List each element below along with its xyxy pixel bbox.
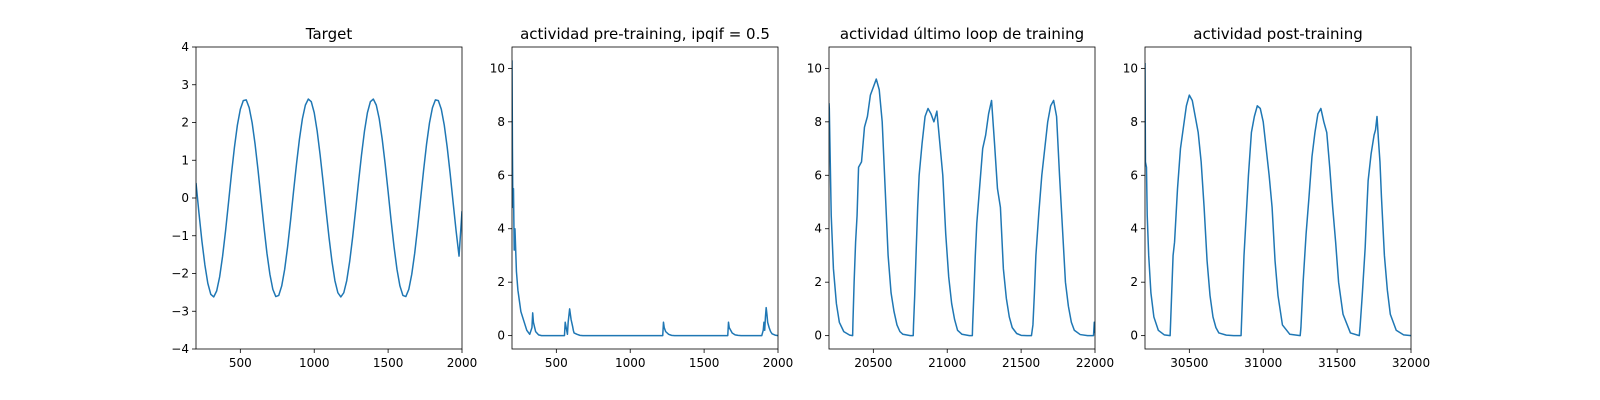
y-tick-label: 0 [1130, 329, 1138, 343]
axes-frame [828, 46, 1096, 350]
y-tick-label: 2 [497, 275, 505, 289]
x-tick-label: 22000 [1076, 356, 1114, 370]
series-line [196, 98, 462, 298]
x-tick-label: 20500 [854, 356, 892, 370]
x-tick-label: 21500 [1002, 356, 1040, 370]
y-tick-label: 4 [497, 222, 505, 236]
chart-title: actividad pre-training, ipqif = 0.5 [520, 25, 770, 43]
y-tick-label: 0 [814, 329, 822, 343]
y-tick-label: 10 [807, 61, 822, 75]
panel-pre-training: actividad pre-training, ipqif = 0.5 500 1… [490, 25, 794, 370]
y-tick-label: −3 [171, 304, 189, 318]
y-tick-label: 4 [814, 222, 822, 236]
chart-title: Target [305, 25, 353, 43]
x-tick-label: 31000 [1244, 356, 1282, 370]
y-tick-label: 2 [181, 116, 189, 130]
chart-title: actividad último loop de training [840, 25, 1084, 43]
x-tick-label: 1500 [373, 356, 404, 370]
panel-last-training-loop: actividad último loop de training 20500 2… [807, 25, 1114, 370]
y-tick-label: −4 [171, 342, 189, 356]
y-tick-label: 2 [1130, 275, 1138, 289]
x-tick-label: 1000 [299, 356, 330, 370]
x-tick-label: 31500 [1318, 356, 1356, 370]
y-tick-label: 3 [181, 78, 189, 92]
axes-frame [511, 46, 779, 350]
y-tick-label: 8 [1130, 115, 1138, 129]
y-tick-label: −1 [171, 229, 189, 243]
chart-title: actividad post-training [1193, 25, 1362, 43]
series-line [1145, 63, 1411, 337]
y-tick-label: 6 [497, 168, 505, 182]
x-tick-label: 32000 [1392, 356, 1430, 370]
y-tick-label: 10 [490, 61, 505, 75]
x-tick-label: 30500 [1170, 356, 1208, 370]
y-tick-label: 8 [497, 115, 505, 129]
x-tick-label: 500 [229, 356, 252, 370]
y-tick-label: 2 [814, 275, 822, 289]
x-tick-label: 2000 [447, 356, 478, 370]
axes-frame [1144, 46, 1412, 350]
y-tick-label: 0 [181, 191, 189, 205]
y-tick-label: 4 [1130, 222, 1138, 236]
panel-target: Target 500 1000 1500 2000 −4 −3 −2 −1 0 1 2 3 4 [171, 25, 477, 370]
x-tick-label: 1000 [615, 356, 646, 370]
y-tick-label: 1 [181, 153, 189, 167]
y-tick-label: 0 [497, 329, 505, 343]
y-tick-label: 6 [814, 168, 822, 182]
y-tick-label: 10 [1123, 61, 1138, 75]
y-tick-label: 4 [181, 40, 189, 54]
x-tick-label: 2000 [763, 356, 794, 370]
x-tick-label: 21000 [928, 356, 966, 370]
y-tick-label: 8 [814, 115, 822, 129]
y-tick-label: −2 [171, 267, 189, 281]
y-tick-label: 6 [1130, 168, 1138, 182]
series-line [512, 60, 778, 337]
series-line [829, 78, 1095, 337]
panel-post-training: actividad post-training 30500 31000 31500 3… [1123, 25, 1430, 370]
x-tick-label: 1500 [689, 356, 720, 370]
x-tick-label: 500 [545, 356, 568, 370]
